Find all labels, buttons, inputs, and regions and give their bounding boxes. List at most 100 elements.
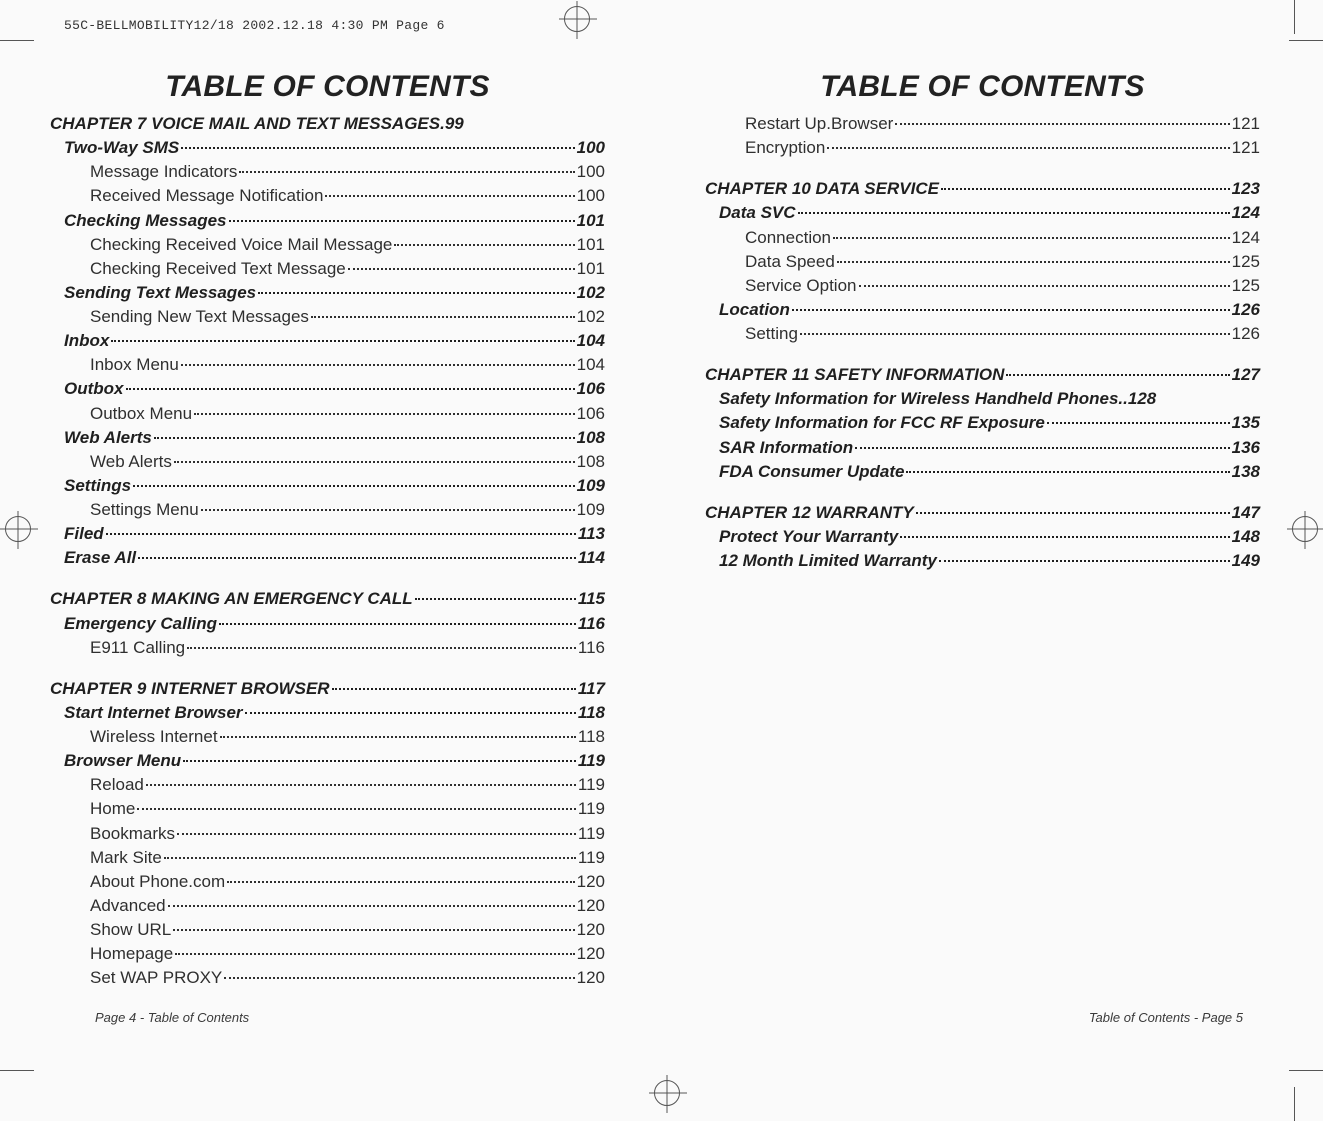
- toc-item: Erase All114: [50, 546, 605, 570]
- toc-leader: [258, 292, 575, 294]
- toc-item: Settings 109: [50, 474, 605, 498]
- toc-leader: [332, 688, 576, 690]
- toc-item: Advanced120: [50, 894, 605, 918]
- toc-item: Sending New Text Messages102: [50, 305, 605, 329]
- toc-label: Outbox: [64, 377, 124, 401]
- toc-item: Filed113: [50, 522, 605, 546]
- toc-item: Show URL 120: [50, 918, 605, 942]
- toc-leader: [168, 905, 575, 907]
- crop-mark: [1289, 40, 1323, 41]
- toc-label: Start Internet Browser: [64, 701, 243, 725]
- toc-page-number: 113: [578, 522, 605, 546]
- toc-leader: [227, 881, 574, 883]
- toc-page-number: 119: [578, 822, 605, 846]
- toc-page-number: 114: [578, 546, 605, 570]
- toc-label: Safety Information for Wireless Handheld…: [719, 387, 1118, 411]
- toc-page-number: 120: [577, 894, 605, 918]
- toc-leader: [939, 560, 1230, 562]
- toc-item: Outbox 106: [50, 377, 605, 401]
- toc-page-number: 128: [1128, 387, 1156, 411]
- toc-page-number: 120: [577, 918, 605, 942]
- toc-leader: [224, 977, 574, 979]
- toc-label: Sending New Text Messages: [90, 305, 309, 329]
- toc-leader: [126, 388, 575, 390]
- toc-page-number: 109: [577, 474, 605, 498]
- toc-page-number: 138: [1232, 460, 1260, 484]
- toc-label: Home: [90, 797, 135, 821]
- toc-leader: [859, 285, 1230, 287]
- toc-item: Data Speed125: [705, 250, 1260, 274]
- toc-label: Reload: [90, 773, 144, 797]
- footer-left: Page 4 - Table of Contents: [95, 1010, 249, 1025]
- toc-page-number: 101: [577, 233, 605, 257]
- toc-label: Encryption: [745, 136, 825, 160]
- toc-item: Browser Menu119: [50, 749, 605, 773]
- toc-label: Inbox Menu: [90, 353, 179, 377]
- toc-label: Web Alerts: [64, 426, 152, 450]
- toc-item: Sending Text Messages 102: [50, 281, 605, 305]
- toc-item: Checking Messages 101: [50, 209, 605, 233]
- registration-mark-icon: [654, 1080, 680, 1106]
- toc-item: Checking Received Text Message 101: [50, 257, 605, 281]
- toc-label: Restart Up.Browser: [745, 112, 893, 136]
- toc-page-number: 104: [577, 329, 605, 353]
- registration-mark-icon: [1292, 516, 1318, 542]
- toc-leader: [827, 147, 1229, 149]
- toc-page-number: 116: [578, 636, 605, 660]
- toc-leader: [900, 536, 1229, 538]
- toc-page-number: 136: [1232, 436, 1260, 460]
- toc-leader: [201, 509, 575, 511]
- toc-label: Connection: [745, 226, 831, 250]
- toc-leader: [348, 268, 575, 270]
- toc-page-number: 100: [577, 184, 605, 208]
- page-spread: TABLE OF CONTENTS CHAPTER 7 VOICE MAIL A…: [50, 70, 1260, 990]
- toc-item: Web Alerts 108: [50, 450, 605, 474]
- toc-page-number: 126: [1232, 322, 1260, 346]
- toc-label: Setting: [745, 322, 798, 346]
- toc-label: Emergency Calling: [64, 612, 217, 636]
- toc-item: CHAPTER 10 DATA SERVICE 123: [705, 177, 1260, 201]
- toc-leader: [138, 557, 576, 559]
- toc-item: Outbox Menu106: [50, 402, 605, 426]
- toc-label: Protect Your Warranty: [719, 525, 898, 549]
- crop-mark: [1294, 0, 1295, 34]
- toc-label: CHAPTER 7 VOICE MAIL AND TEXT MESSAGES: [50, 112, 440, 136]
- toc-leader: [1047, 422, 1230, 424]
- toc-label: Data SVC: [719, 201, 796, 225]
- toc-leader: [220, 736, 576, 738]
- toc-leader: [798, 212, 1230, 214]
- toc-page-number: 119: [578, 773, 605, 797]
- toc-label: CHAPTER 10 DATA SERVICE: [705, 177, 939, 201]
- toc-page-number: 125: [1232, 250, 1260, 274]
- toc-label: CHAPTER 12 WARRANTY: [705, 501, 914, 525]
- toc-label: CHAPTER 8 MAKING AN EMERGENCY CALL: [50, 587, 413, 611]
- toc-label: Web Alerts: [90, 450, 172, 474]
- toc-leader: [173, 929, 574, 931]
- toc-leader: [154, 437, 575, 439]
- toc-leader: [229, 220, 575, 222]
- toc-leader: [245, 712, 576, 714]
- toc-label: Settings: [64, 474, 131, 498]
- toc-leader: [194, 413, 575, 415]
- toc-leader: [174, 461, 575, 463]
- toc-leader: [239, 171, 574, 173]
- toc-label: CHAPTER 11 SAFETY INFORMATION: [705, 363, 1004, 387]
- page-title: TABLE OF CONTENTS: [50, 70, 605, 104]
- crop-mark: [0, 40, 34, 41]
- left-page: TABLE OF CONTENTS CHAPTER 7 VOICE MAIL A…: [50, 70, 605, 990]
- toc-page-number: 119: [578, 749, 605, 773]
- toc-item: Inbox Menu104: [50, 353, 605, 377]
- toc-label: CHAPTER 9 INTERNET BROWSER: [50, 677, 330, 701]
- toc-leader: [906, 471, 1229, 473]
- toc-leader: [146, 784, 576, 786]
- toc-leader: [325, 195, 574, 197]
- toc-item: CHAPTER 12 WARRANTY147: [705, 501, 1260, 525]
- toc-label: Outbox Menu: [90, 402, 192, 426]
- toc-leader: [219, 623, 576, 625]
- toc-page-number: 123: [1232, 177, 1260, 201]
- toc-page-number: 108: [577, 426, 605, 450]
- toc-page-number: 115: [578, 587, 605, 611]
- toc-item: Protect Your Warranty148: [705, 525, 1260, 549]
- registration-mark-icon: [5, 516, 31, 542]
- toc-list: Restart Up.Browser121Encryption121CHAPTE…: [705, 112, 1260, 573]
